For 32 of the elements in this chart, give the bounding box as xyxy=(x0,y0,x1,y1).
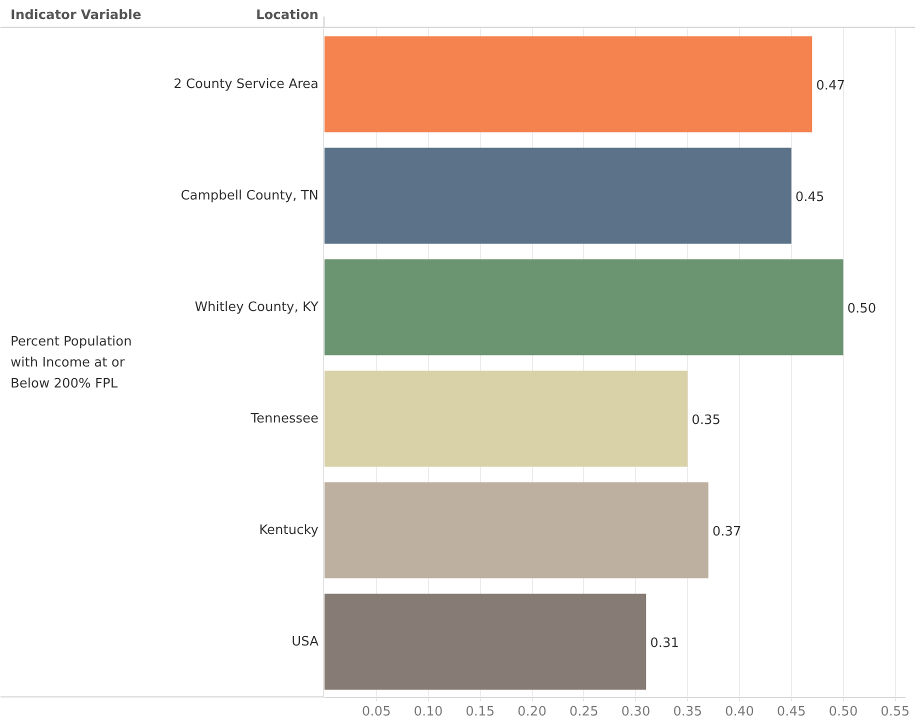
x-tick-label: 0.55 xyxy=(880,704,910,720)
x-tick-label: 0.25 xyxy=(569,704,598,720)
x-tick-label: 0.35 xyxy=(673,704,702,720)
x-tick-label: 0.20 xyxy=(518,704,546,720)
data-label: 0.45 xyxy=(795,190,824,205)
bar xyxy=(324,36,812,132)
x-tick-label: 0.30 xyxy=(621,704,650,720)
x-tick-label: 0.10 xyxy=(414,704,443,720)
x-tick-label: 0.45 xyxy=(776,704,806,720)
data-label: 0.31 xyxy=(650,636,680,651)
text: Indicator Variable xyxy=(10,8,142,23)
y-tick-label: Campbell County, TN xyxy=(180,188,318,204)
y-axis-title: Location xyxy=(256,8,319,23)
y-tick-label: Kentucky xyxy=(259,522,319,538)
x-tick-label: 0.15 xyxy=(466,704,495,720)
bar xyxy=(324,148,792,244)
x-tick-label: 0.05 xyxy=(362,704,391,720)
y-tick-label: USA xyxy=(292,634,319,650)
data-label: 0.47 xyxy=(816,78,846,94)
bar xyxy=(324,482,708,578)
y-tick-label: 2 County Service Area xyxy=(174,76,319,92)
x-tick-label: 0.50 xyxy=(828,704,858,720)
data-label: 0.50 xyxy=(847,301,876,316)
bar xyxy=(324,370,688,467)
y-tick-label: Whitley County, KY xyxy=(194,300,319,315)
text: Percent Population with Income at or Below 200% FPL xyxy=(10,334,132,392)
y-tick-label: Tennessee xyxy=(250,411,318,426)
data-label: 0.37 xyxy=(712,524,742,540)
data-label: 0.35 xyxy=(692,412,721,428)
x-tick-label: 0.40 xyxy=(725,704,754,720)
bar xyxy=(324,594,646,690)
bar xyxy=(324,259,844,356)
